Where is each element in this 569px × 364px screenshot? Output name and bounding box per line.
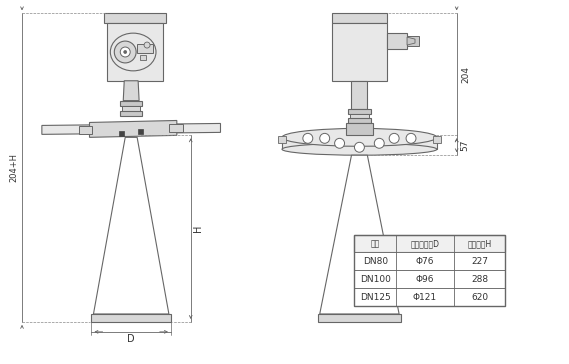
Bar (104, 13, 166, 23)
Text: Φ76: Φ76 (416, 257, 434, 266)
Circle shape (120, 47, 130, 57)
Text: H: H (193, 225, 203, 232)
Circle shape (144, 42, 150, 48)
Bar (352, 81, 368, 108)
Bar (278, 136, 286, 143)
Bar (387, 33, 407, 49)
Bar (120, 111, 142, 115)
Bar (122, 106, 140, 111)
Text: 57: 57 (460, 139, 469, 151)
Text: 湋尺高度H: 湋尺高度H (467, 239, 492, 248)
Text: 288: 288 (471, 275, 488, 284)
Circle shape (123, 51, 127, 54)
Ellipse shape (282, 143, 437, 155)
Bar (92, 314, 171, 322)
Bar (332, 13, 387, 23)
Polygon shape (407, 37, 415, 45)
Bar (332, 23, 387, 81)
Circle shape (335, 138, 345, 148)
Bar (318, 314, 401, 322)
Bar (407, 36, 419, 46)
Text: Φ96: Φ96 (416, 275, 434, 284)
Bar (348, 108, 372, 114)
Bar (140, 55, 146, 60)
Bar (120, 100, 142, 106)
Bar (433, 136, 441, 143)
Bar (138, 130, 143, 134)
Bar (108, 23, 163, 81)
Polygon shape (123, 81, 139, 100)
Bar (354, 253, 505, 270)
Polygon shape (89, 120, 177, 137)
Bar (169, 124, 183, 132)
Text: D: D (127, 334, 135, 344)
Bar (137, 44, 153, 53)
Ellipse shape (110, 33, 156, 71)
Bar (354, 270, 505, 288)
Bar (354, 234, 505, 253)
Circle shape (406, 133, 416, 143)
Text: 湋尺口直径D: 湋尺口直径D (410, 239, 439, 248)
Circle shape (303, 133, 313, 143)
Text: 法兰: 法兰 (370, 239, 380, 248)
Circle shape (389, 133, 399, 143)
Polygon shape (93, 137, 169, 314)
Text: Φ121: Φ121 (413, 293, 437, 302)
Text: DN100: DN100 (360, 275, 391, 284)
Text: 227: 227 (471, 257, 488, 266)
Bar (119, 131, 124, 136)
Circle shape (114, 41, 136, 63)
Text: DN125: DN125 (360, 293, 391, 302)
Polygon shape (42, 123, 221, 134)
Bar (282, 137, 437, 149)
Bar (345, 123, 373, 135)
Circle shape (374, 138, 384, 148)
Circle shape (320, 133, 329, 143)
Bar (349, 114, 369, 119)
Bar (354, 234, 505, 306)
Text: 204+H: 204+H (10, 153, 19, 182)
Circle shape (354, 142, 364, 152)
Text: 204: 204 (461, 66, 470, 83)
Ellipse shape (282, 128, 437, 146)
Bar (79, 126, 93, 134)
Polygon shape (320, 155, 399, 314)
Bar (354, 288, 505, 306)
Bar (348, 119, 372, 123)
Text: DN80: DN80 (363, 257, 388, 266)
Text: 620: 620 (471, 293, 488, 302)
